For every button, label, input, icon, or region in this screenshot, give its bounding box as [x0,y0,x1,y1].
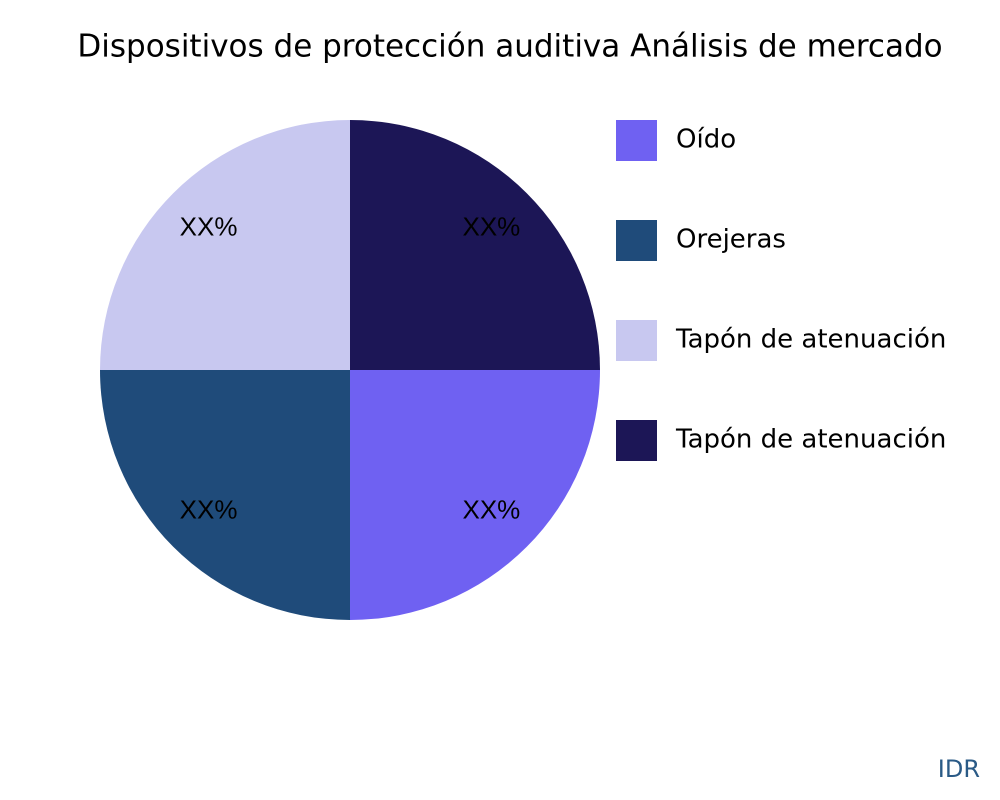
legend-label: Tapón de atenuación [675,425,946,455]
legend-swatch [616,220,657,261]
slice-label: XX% [463,211,521,241]
pie-slice [100,120,350,370]
slice-label: XX% [463,494,521,524]
slice-label: XX% [180,211,238,241]
legend-label: Orejeras [676,225,786,255]
chart-title: Dispositivos de protección auditiva Anál… [77,29,942,65]
slice-label: XX% [180,494,238,524]
pie-slice [350,120,600,370]
legend-label: Oído [676,125,736,155]
pie-slice [350,370,600,620]
pie-slice [100,370,350,620]
source-label: IDR [938,755,980,783]
legend-swatch [616,420,657,461]
legend-label: Tapón de atenuación [675,325,946,355]
legend-swatch [616,120,657,161]
legend-swatch [616,320,657,361]
